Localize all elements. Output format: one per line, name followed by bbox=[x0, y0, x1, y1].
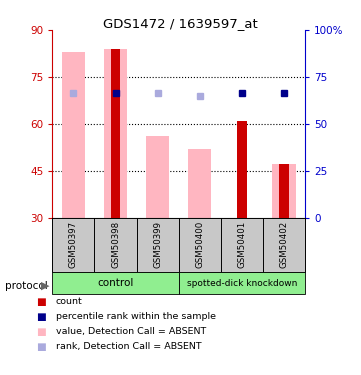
Text: GSM50401: GSM50401 bbox=[238, 221, 246, 268]
Text: ■: ■ bbox=[36, 342, 46, 352]
Text: GSM50400: GSM50400 bbox=[195, 221, 204, 268]
Text: ■: ■ bbox=[36, 297, 46, 307]
Bar bbox=[188, 149, 211, 217]
Text: ▶: ▶ bbox=[41, 281, 49, 291]
Text: GSM50397: GSM50397 bbox=[69, 221, 78, 268]
Text: control: control bbox=[97, 278, 134, 288]
Text: GSM50399: GSM50399 bbox=[153, 221, 162, 268]
FancyBboxPatch shape bbox=[179, 272, 305, 294]
Bar bbox=[62, 52, 85, 217]
Bar bbox=[146, 136, 169, 218]
Text: ■: ■ bbox=[36, 327, 46, 337]
Text: percentile rank within the sample: percentile rank within the sample bbox=[56, 312, 216, 321]
Bar bbox=[237, 121, 247, 218]
Bar bbox=[111, 49, 120, 217]
FancyBboxPatch shape bbox=[52, 272, 179, 294]
Bar bbox=[273, 164, 296, 218]
Bar bbox=[104, 49, 127, 217]
Text: value, Detection Call = ABSENT: value, Detection Call = ABSENT bbox=[56, 327, 206, 336]
Text: count: count bbox=[56, 297, 83, 306]
Text: rank, Detection Call = ABSENT: rank, Detection Call = ABSENT bbox=[56, 342, 201, 351]
Text: GSM50402: GSM50402 bbox=[279, 221, 288, 268]
Text: GSM50398: GSM50398 bbox=[111, 221, 120, 268]
Text: protocol: protocol bbox=[5, 281, 48, 291]
Bar bbox=[279, 164, 289, 218]
Text: ■: ■ bbox=[36, 312, 46, 322]
Text: spotted-dick knockdown: spotted-dick knockdown bbox=[187, 279, 297, 288]
Text: GDS1472 / 1639597_at: GDS1472 / 1639597_at bbox=[103, 17, 258, 30]
